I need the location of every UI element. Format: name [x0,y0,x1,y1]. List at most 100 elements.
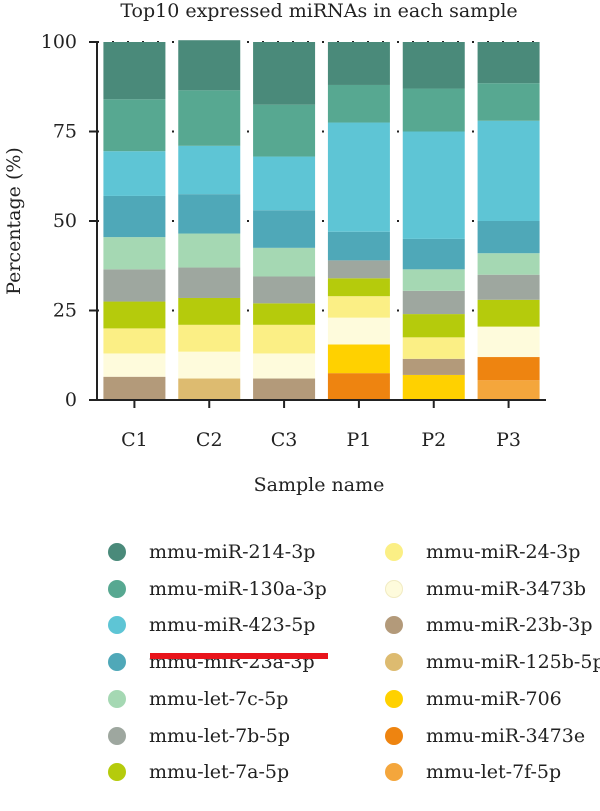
legend-swatch [108,543,126,561]
x-tick-label-C3: C3 [271,429,298,451]
chart-title: Top10 expressed miRNAs in each sample [120,0,517,22]
x-tick-label-C1: C1 [121,429,148,451]
bar-segment-P2-mmu-let-7b-5p [402,290,465,315]
bar-segment-C2-mmu-let-7a-5p [178,297,241,325]
legend-item-mmu-miR-125b-5p: mmu-miR-125b-5p [385,647,600,677]
legend-swatch [385,689,403,708]
bar-segment-C1-mmu-let-7b-5p [103,269,166,302]
legend-label: mmu-miR-23b-3p [426,614,593,637]
bar-segment-C1-mmu-miR-130a-3p [103,99,166,152]
bar-segment-C1-mmu-miR-24-3p [103,328,166,354]
legend: mmu-miR-214-3p mmu-miR-130a-3p mmu-miR-423… [0,525,600,811]
legend-label: mmu-miR-3473e [426,724,586,747]
legend-item-mmu-let-7b-5p: mmu-let-7b-5p [108,721,290,751]
legend-swatch [108,579,126,598]
legend-swatch [385,616,403,635]
legend-label: mmu-miR-706 [426,687,562,710]
bar-segment-P2-mmu-miR-24-3p [402,337,465,359]
y-tick-label-100: 100 [41,31,77,53]
legend-item-mmu-let-7f-5p: mmu-let-7f-5p [385,757,561,787]
bar-segment-P1-mmu-let-7b-5p [327,260,390,279]
bar-segment-P3-mmu-miR-423-5p [477,120,540,221]
legend-swatch [108,616,126,635]
legend-item-mmu-let-7c-5p: mmu-let-7c-5p [108,684,288,714]
bar-segment-P3-mmu-let-7c-5p [477,253,540,275]
stacked-bar-chart: Top10 expressed miRNAs in each sample 0 2… [3,0,546,496]
legend-item-mmu-miR-3473e: mmu-miR-3473e [385,721,585,751]
bar-segment-C2-mmu-miR-423-5p [178,145,241,195]
bar-segment-C2-mmu-miR-24-3p [178,324,241,352]
bar-segment-C3-mmu-let-7a-5p [253,303,316,325]
bar-segment-C3-mmu-miR-23a-3p [253,210,316,248]
legend-label: mmu-miR-130a-3p [149,577,327,600]
legend-item-mmu-miR-23a-3p: mmu-miR-23a-3p [108,647,315,677]
y-tick-label-25: 25 [53,300,77,322]
legend-item-mmu-miR-3473b: mmu-miR-3473b [385,574,586,604]
x-tick-label-P2: P2 [421,429,446,451]
legend-swatch [108,653,126,672]
bar-segment-C2-mmu-let-7b-5p [178,267,241,298]
bar-segment-C1-mmu-miR-3473b [103,353,166,377]
bar-segment-C2-mmu-let-7c-5p [178,233,241,268]
x-ticks: C1 C2 C3 P1 P2 P3 [121,400,521,451]
legend-swatch [108,726,126,745]
bar-segment-C3-mmu-miR-423-5p [253,156,316,211]
bar-segment-P3-mmu-miR-23a-3p [477,221,540,254]
bar-segment-P1-mmu-miR-24-3p [327,296,390,318]
bar-segment-C2-mmu-miR-3473b [178,351,241,379]
bar-segment-C3-mmu-miR-23b-3p [253,378,316,400]
legend-label: mmu-miR-214-3p [149,541,316,563]
bar-segment-P3-mmu-let-7b-5p [477,274,540,300]
legend-item-mmu-let-7a-5p: mmu-let-7a-5p [108,757,289,787]
bar-segment-P1-mmu-let-7a-5p [327,278,390,297]
bar-segment-C1-mmu-miR-214-3p [103,42,166,100]
legend-swatch [385,653,403,672]
bar-segment-P2-mmu-miR-214-3p [402,42,465,89]
bar-segment-C3-mmu-let-7c-5p [253,247,316,277]
bar-segment-P1-mmu-miR-130a-3p [327,84,390,123]
legend-label: mmu-miR-24-3p [426,541,581,563]
x-tick-label-C2: C2 [196,429,223,451]
legend-item-mmu-miR-214-3p: mmu-miR-214-3p [108,537,315,567]
legend-item-mmu-miR-23b-3p: mmu-miR-23b-3p [385,610,593,640]
bar-segment-P1-mmu-miR-3473e [327,373,390,400]
bar-segment-C1-mmu-miR-23b-3p [103,376,166,400]
y-tick-label-50: 50 [53,210,77,232]
bar-segment-C3-mmu-miR-130a-3p [253,104,316,157]
bar-segment-C1-mmu-let-7a-5p [103,301,166,329]
bar-segment-P2-mmu-miR-130a-3p [402,88,465,132]
bar-segment-C2-mmu-miR-125b-5p [178,378,241,400]
bar-segment-C3-mmu-miR-214-3p [253,42,316,105]
bar-segment-P3-mmu-miR-214-3p [477,42,540,84]
legend-swatch [385,543,403,561]
bar-segment-C2-mmu-miR-214-3p [178,40,241,91]
legend-label: mmu-miR-3473b [426,577,587,600]
legend-item-mmu-miR-24-3p: mmu-miR-24-3p [385,537,580,567]
y-tick-label-0: 0 [65,389,77,411]
bars [103,40,540,400]
legend-item-mmu-miR-706: mmu-miR-706 [385,684,562,714]
bar-segment-C1-mmu-miR-423-5p [103,151,166,196]
bar-segment-P1-mmu-miR-423-5p [327,122,390,232]
y-ticks: 0 25 50 75 100 [41,31,97,411]
y-axis-label: Percentage (%) [3,147,25,295]
bar-segment-P2-mmu-miR-23b-3p [402,358,465,375]
legend-swatch [108,689,126,708]
legend-swatch [385,579,403,598]
bar-segment-P2-mmu-miR-23a-3p [402,238,465,270]
legend-label: mmu-miR-125b-5p [426,651,600,674]
bar-segment-C3-mmu-miR-24-3p [253,324,316,354]
x-axis-label: Sample name [254,474,385,496]
bar-segment-P3-mmu-miR-3473e [477,357,540,381]
bar-segment-C1-mmu-let-7c-5p [103,237,166,270]
bar-segment-C3-mmu-let-7b-5p [253,276,316,304]
bar-segment-P3-mmu-let-7f-5p [477,380,540,400]
bar-segment-C3-mmu-miR-3473b [253,353,316,379]
highlight-underline [150,653,328,659]
bar-segment-P2-mmu-miR-423-5p [402,131,465,239]
bar-segment-C2-mmu-miR-23a-3p [178,194,241,234]
bar-segment-C2-mmu-miR-130a-3p [178,90,241,146]
bar-segment-C1-mmu-miR-23a-3p [103,195,166,238]
bar-segment-P2-mmu-let-7c-5p [402,269,465,291]
legend-label: mmu-let-7f-5p [426,761,562,784]
